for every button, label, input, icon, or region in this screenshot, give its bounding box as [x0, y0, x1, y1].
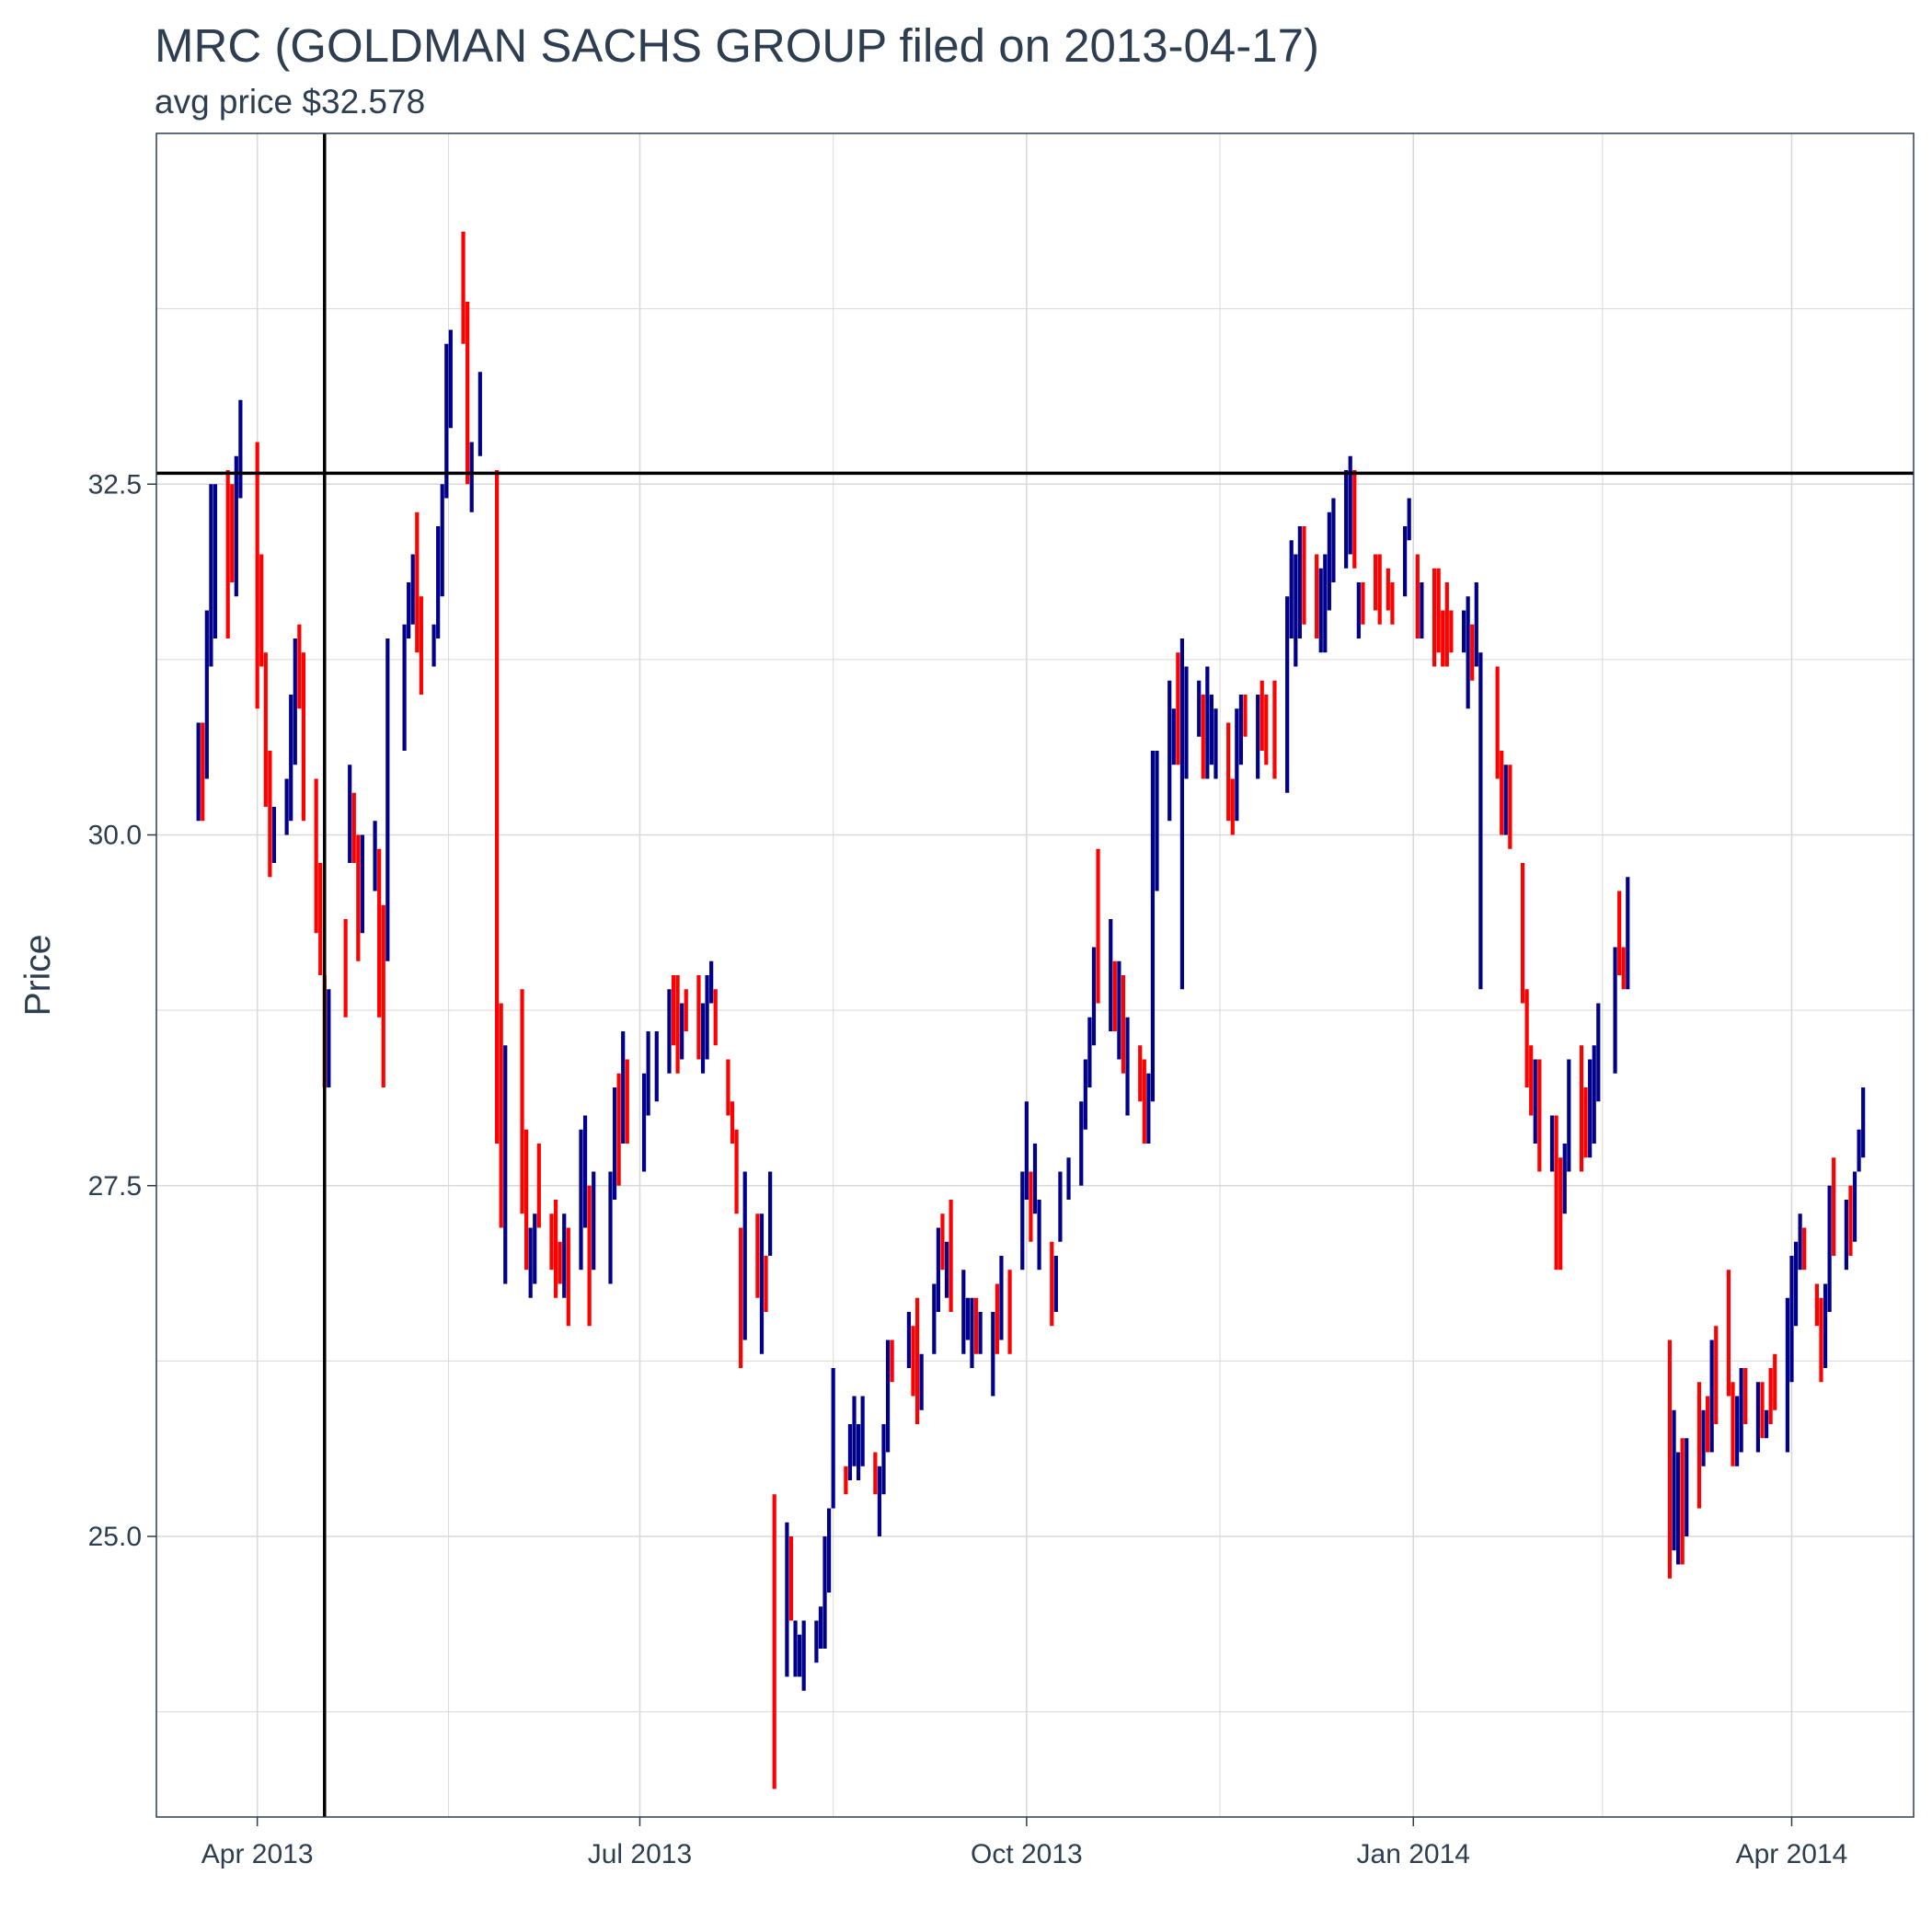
- y-tick-label: 32.5: [88, 469, 142, 500]
- ohlc-bars: [196, 231, 1866, 1789]
- chart-subtitle: avg price $32.578: [155, 83, 426, 121]
- x-tick-label: Jan 2014: [1357, 1839, 1470, 1869]
- chart-title: MRC (GOLDMAN SACHS GROUP filed on 2013-0…: [155, 19, 1319, 72]
- x-tick-label: Oct 2013: [971, 1839, 1083, 1869]
- reference-lines: [156, 133, 1914, 1817]
- y-axis: 25.0 27.5 30.0 32.5: [88, 469, 156, 1552]
- plot-panel-border: [155, 132, 1915, 1818]
- y-tick-label: 27.5: [88, 1171, 142, 1202]
- x-tick-label: Apr 2013: [201, 1839, 314, 1869]
- x-axis: Apr 2013 Jul 2013 Oct 2013 Jan 2014 Apr 2014: [201, 1817, 1848, 1869]
- y-axis-title: Price: [18, 935, 58, 1017]
- y-tick-label: 30.0: [88, 821, 142, 851]
- grid-lines: [156, 133, 1914, 1817]
- x-tick-label: Jul 2013: [588, 1839, 692, 1869]
- y-tick-label: 25.0: [88, 1522, 142, 1552]
- x-tick-label: Apr 2014: [1736, 1839, 1848, 1869]
